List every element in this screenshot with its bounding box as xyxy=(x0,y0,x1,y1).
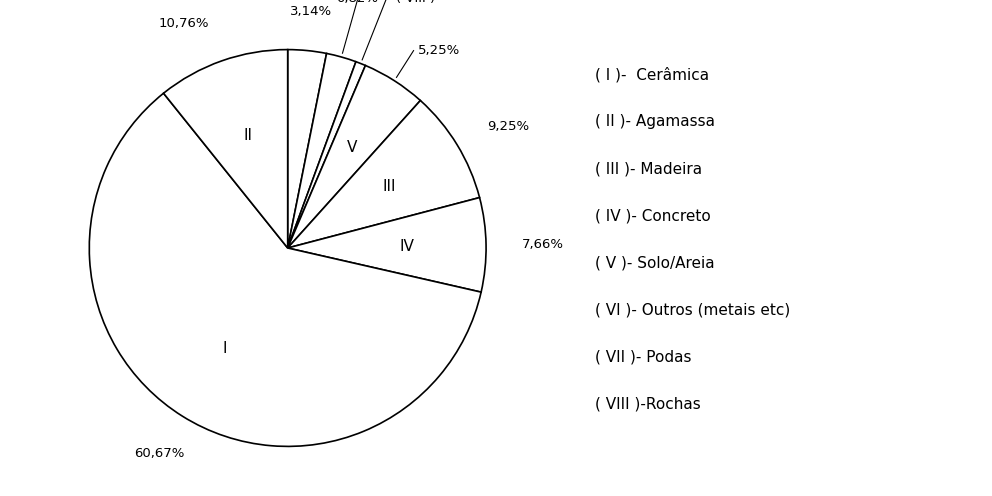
Text: ( VI )- Outros (metais etc): ( VI )- Outros (metais etc) xyxy=(595,303,791,317)
Wedge shape xyxy=(288,62,365,248)
Text: 5,25%: 5,25% xyxy=(418,44,459,57)
Text: 7,66%: 7,66% xyxy=(522,238,563,250)
Text: 3,14%: 3,14% xyxy=(290,4,332,17)
Wedge shape xyxy=(288,54,356,248)
Text: ( V )- Solo/Areia: ( V )- Solo/Areia xyxy=(595,255,715,270)
Text: 10,76%: 10,76% xyxy=(159,17,208,30)
Text: I: I xyxy=(222,341,227,357)
Text: ( VIII ): ( VIII ) xyxy=(396,0,435,5)
Wedge shape xyxy=(288,65,421,248)
Text: ( IV )- Concreto: ( IV )- Concreto xyxy=(595,208,711,223)
Text: ( I )-  Cerâmica: ( I )- Cerâmica xyxy=(595,66,709,82)
Text: 60,67%: 60,67% xyxy=(134,446,185,460)
Text: ( VIII )-Rochas: ( VIII )-Rochas xyxy=(595,397,701,412)
Text: V: V xyxy=(346,140,357,155)
Text: III: III xyxy=(383,179,396,193)
Wedge shape xyxy=(164,50,288,248)
Text: ( III )- Madeira: ( III )- Madeira xyxy=(595,161,702,176)
Text: IV: IV xyxy=(399,239,414,253)
Text: 9,25%: 9,25% xyxy=(487,120,530,132)
Text: ( VII )- Podas: ( VII )- Podas xyxy=(595,350,691,365)
Text: II: II xyxy=(244,128,253,143)
Wedge shape xyxy=(288,101,479,248)
Text: 0,82%: 0,82% xyxy=(336,0,378,5)
Text: ( II )- Agamassa: ( II )- Agamassa xyxy=(595,114,715,129)
Wedge shape xyxy=(288,197,486,292)
Wedge shape xyxy=(89,93,481,446)
Wedge shape xyxy=(288,50,326,248)
